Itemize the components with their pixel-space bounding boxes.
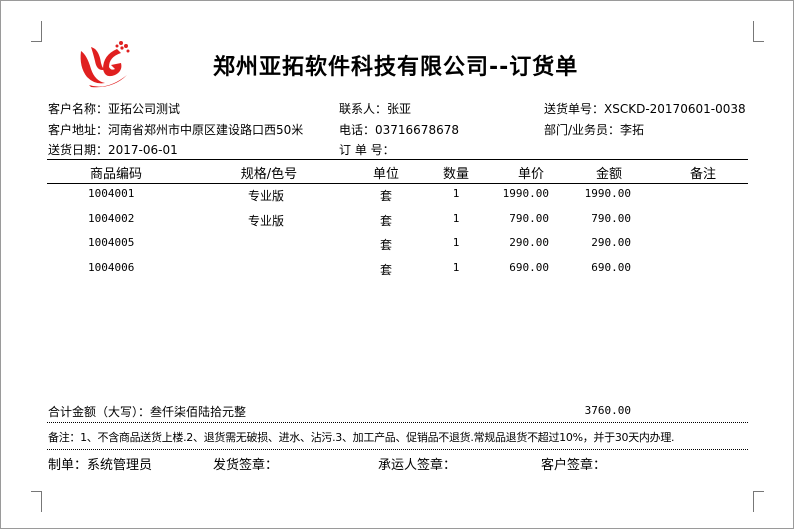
cell-code: 1004005 bbox=[88, 236, 135, 249]
table-top-border bbox=[47, 159, 748, 160]
carrier-sign: 承运人签章： bbox=[378, 458, 457, 473]
col-header: 数量 bbox=[442, 167, 470, 182]
cell-price: 790.00 bbox=[509, 211, 549, 225]
cell-amount: 790.00 bbox=[591, 211, 631, 225]
cell-code: 1004001 bbox=[88, 187, 135, 200]
cell-code: 1004002 bbox=[88, 211, 135, 225]
cell-amount: 290.00 bbox=[591, 236, 631, 249]
crop-mark bbox=[753, 491, 764, 512]
cell-qty: 1 bbox=[452, 211, 460, 225]
company-title: 郑州亚拓软件科技有限公司--订货单 bbox=[213, 55, 579, 80]
cell-price: 290.00 bbox=[509, 236, 549, 249]
cell-code: 1004006 bbox=[88, 260, 135, 274]
cell-spec: 专业版 bbox=[247, 213, 285, 228]
cell-amount: 1990.00 bbox=[584, 187, 631, 200]
total-amount-words: 合计金额（大写）：叁仟柒佰陆拾元整 bbox=[48, 405, 247, 419]
cell-unit: 套 bbox=[379, 238, 393, 252]
table-header-border bbox=[47, 183, 748, 184]
col-header: 单价 bbox=[517, 167, 545, 182]
col-header: 规格/色号 bbox=[240, 167, 298, 182]
remarks: 备注：1、不含商品送货上楼.2、退货需无破损、进水、沾污.3、加工产品、促销品不… bbox=[48, 431, 675, 444]
col-header: 商品编码 bbox=[89, 167, 143, 182]
contact: 联系人：张亚 bbox=[339, 102, 412, 116]
divider bbox=[47, 449, 748, 450]
col-header: 金额 bbox=[595, 167, 623, 182]
maker: 制单：系统管理员 bbox=[48, 458, 153, 473]
cell-unit: 套 bbox=[379, 213, 393, 228]
total-amount: 3760.00 bbox=[584, 404, 631, 417]
customer-name: 客户名称：亚拓公司测试 bbox=[48, 102, 181, 116]
company-logo bbox=[80, 41, 130, 88]
crop-mark bbox=[31, 491, 42, 512]
customer-address: 客户地址：河南省郑州市中原区建设路口西50米 bbox=[48, 123, 304, 137]
order-no: 订 单 号： bbox=[339, 143, 395, 157]
delivery-no: 送货单号：XSCKD-20170601-0038 bbox=[544, 102, 746, 116]
cell-qty: 1 bbox=[452, 187, 460, 200]
cell-qty: 1 bbox=[452, 236, 460, 249]
cell-qty: 1 bbox=[452, 260, 460, 274]
cell-price: 1990.00 bbox=[502, 187, 549, 200]
col-header: 单位 bbox=[372, 167, 400, 182]
divider bbox=[47, 422, 748, 423]
cell-unit: 套 bbox=[379, 262, 393, 277]
cell-price: 690.00 bbox=[509, 260, 549, 274]
crop-mark bbox=[31, 21, 42, 42]
cell-amount: 690.00 bbox=[591, 260, 631, 274]
cell-spec: 专业版 bbox=[247, 189, 285, 203]
customer-sign: 客户签章： bbox=[541, 458, 607, 473]
cell-unit: 套 bbox=[379, 189, 393, 203]
shipper-sign: 发货签章： bbox=[213, 458, 279, 473]
delivery-date: 送货日期：2017-06-01 bbox=[48, 143, 178, 157]
col-header: 备注 bbox=[689, 167, 717, 182]
crop-mark bbox=[753, 21, 764, 42]
phone: 电话：03716678678 bbox=[339, 123, 459, 137]
dept-salesperson: 部门/业务员：李拓 bbox=[544, 123, 645, 137]
